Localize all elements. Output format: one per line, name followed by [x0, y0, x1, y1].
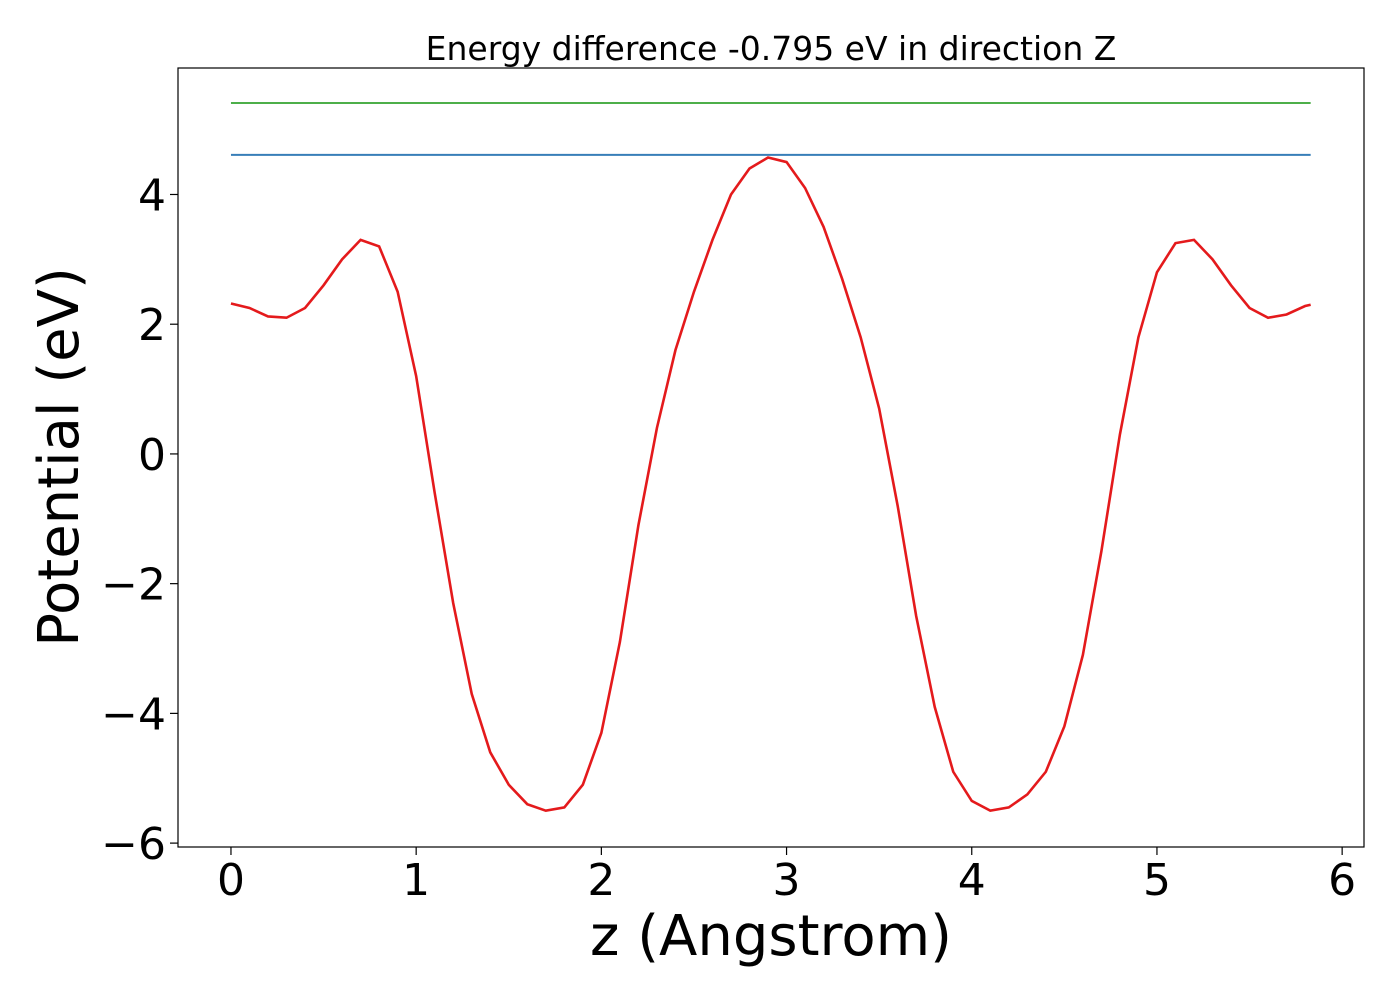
y-tick-label: −2	[101, 560, 166, 611]
chart-title: Energy difference -0.795 eV in direction…	[426, 29, 1117, 68]
y-tick-label: −6	[101, 819, 166, 870]
x-tick-label: 1	[402, 855, 430, 906]
x-tick-label: 0	[217, 855, 245, 906]
x-tick-label: 5	[1143, 855, 1171, 906]
x-axis-label: z (Angstrom)	[590, 904, 952, 969]
y-tick-label: 0	[138, 430, 166, 481]
plot-frame	[177, 67, 1365, 848]
x-tick-label: 2	[587, 855, 615, 906]
y-tick-label: 4	[138, 170, 166, 221]
x-tick-label: 3	[773, 855, 801, 906]
line	[230, 156, 1311, 813]
y-tick-label: −4	[101, 689, 166, 740]
x-tick-label: 6	[1328, 855, 1356, 906]
y-tick-label: 2	[138, 300, 166, 351]
x-tick-label: 4	[958, 855, 986, 906]
y-axis-label: Potential (eV)	[27, 267, 92, 647]
